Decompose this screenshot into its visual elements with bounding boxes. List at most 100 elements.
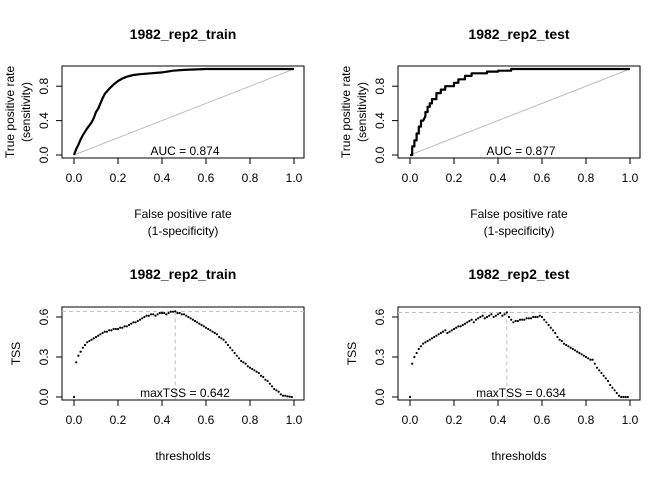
tss-point (224, 341, 227, 344)
tss-point (525, 317, 528, 320)
y-tick-label: 0.8 (37, 78, 51, 95)
tss-point (578, 351, 581, 355)
tss-point (147, 314, 150, 317)
tss-point (105, 330, 109, 333)
tss-point (152, 313, 155, 316)
roc-curve-line (410, 67, 630, 157)
tss-point (554, 331, 557, 335)
tss-point (246, 365, 249, 368)
x-tick-label: 0.0 (402, 413, 419, 427)
tss-point (571, 347, 574, 351)
tss-point (156, 313, 159, 316)
tss-point (97, 334, 100, 337)
chart-title: 1982_rep2_test (468, 266, 570, 282)
tss-point (229, 346, 232, 349)
x-tick-label: 1.0 (622, 413, 639, 427)
tss-point (121, 326, 124, 329)
tss-point (143, 315, 146, 319)
tss-point (99, 333, 102, 336)
tss-point (459, 325, 462, 328)
tss-point (479, 315, 482, 319)
tss-point (560, 339, 563, 343)
x-tick-label: 0.8 (578, 413, 595, 427)
plot-frame (397, 306, 641, 401)
tss-point (163, 311, 166, 315)
tss-point (582, 354, 585, 357)
tss-point (514, 319, 517, 323)
tss-point (598, 369, 601, 372)
tss-point (191, 318, 194, 321)
tss-point (587, 357, 590, 360)
tss-point (270, 385, 274, 388)
tss-point (231, 349, 234, 352)
tss-point (624, 395, 627, 399)
tss-point (154, 314, 157, 317)
tss-point (213, 331, 216, 335)
y-tick-label: 0.3 (373, 348, 387, 365)
tss-point (527, 317, 530, 320)
x-tick-label: 0.0 (402, 171, 419, 185)
x-tick-label: 0.6 (198, 171, 215, 185)
tss-point (264, 378, 267, 381)
tss-point (116, 327, 120, 331)
x-tick-label: 0.8 (242, 413, 259, 427)
tss-point (567, 345, 570, 348)
tss-point (244, 362, 247, 365)
tss-point (204, 326, 208, 329)
x-tick-label: 0.2 (110, 413, 127, 427)
tss-point (165, 313, 168, 316)
tss-point (158, 311, 161, 315)
tss-point (290, 395, 293, 399)
tss-point (441, 330, 445, 333)
y-axis-label: TSS (345, 342, 359, 365)
tss-point (202, 325, 205, 328)
tss-point (499, 311, 502, 315)
tss-point (521, 318, 524, 321)
tss-point (72, 395, 76, 399)
tss-point (119, 326, 122, 329)
tss-point (189, 317, 192, 320)
x-axis-label: (1-specificity) (148, 224, 219, 238)
tss-point (505, 311, 508, 314)
tss-point (600, 371, 603, 375)
plot-frame (397, 65, 641, 159)
tss-point (92, 337, 95, 340)
tss-point (452, 327, 456, 331)
tss-point (516, 319, 519, 323)
tss-point (209, 329, 212, 332)
tss-point (576, 350, 579, 353)
tss-point (134, 321, 137, 324)
tss-point (273, 387, 276, 391)
tss-point (424, 341, 427, 344)
x-axis-label: False positive rate (470, 207, 568, 221)
tss-point (483, 317, 486, 320)
tss-point (288, 395, 291, 398)
tss-point (547, 323, 550, 327)
tss-point (187, 315, 190, 319)
tss-point (604, 377, 607, 380)
x-tick-label: 1.0 (622, 171, 639, 185)
x-tick-label: 0.8 (578, 171, 595, 185)
tss-point (556, 335, 559, 339)
x-tick-label: 0.6 (198, 413, 215, 427)
tss-point (444, 329, 447, 332)
tss-point (182, 313, 186, 316)
tss-point (211, 330, 214, 333)
reference-diagonal-line (73, 68, 295, 156)
tss-point (468, 319, 471, 323)
tss-point (501, 314, 504, 317)
x-axis-label: (1-specificity) (484, 224, 555, 238)
x-tick-label: 0.4 (154, 413, 171, 427)
tss-point (75, 361, 78, 364)
y-axis-label: (sensitivity) (19, 82, 33, 142)
tss-point (602, 374, 605, 377)
tss-point (193, 319, 197, 323)
tss-point (481, 314, 484, 317)
tss-point (545, 321, 548, 324)
y-tick-label: 0.4 (37, 112, 51, 129)
x-tick-label: 0.6 (534, 171, 551, 185)
tss-point (503, 313, 506, 316)
tss-point (136, 319, 139, 323)
tss-point (286, 395, 289, 398)
